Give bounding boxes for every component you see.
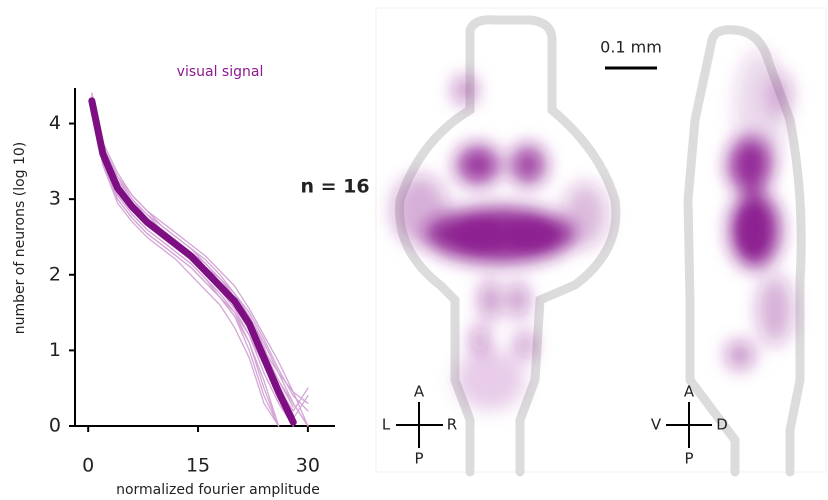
y-tick-label: 2 xyxy=(49,263,61,285)
compass-label: R xyxy=(447,416,457,434)
series-line xyxy=(91,107,280,427)
y-tick-label: 3 xyxy=(49,188,61,210)
y-tick-label: 4 xyxy=(49,112,61,134)
compass-label: P xyxy=(414,450,423,468)
scale-label: 0.1 mm xyxy=(600,38,662,57)
chart-title: visual signal xyxy=(177,64,264,80)
y-tick-label: 1 xyxy=(49,339,61,361)
x-tick-label: 30 xyxy=(296,455,320,477)
series-line xyxy=(88,97,297,426)
y-axis-label: number of neurons (log 10) xyxy=(12,142,28,335)
density-core xyxy=(455,206,766,254)
compass-label: A xyxy=(414,383,425,401)
x-axis-label: normalized fourier amplitude xyxy=(116,482,320,498)
series-line xyxy=(91,103,280,427)
series-line xyxy=(91,96,309,427)
brain-panel: 0.1 mm A P L R A P V D xyxy=(375,7,827,477)
compass-label: A xyxy=(684,383,695,401)
series-line xyxy=(91,92,309,412)
x-tick-label: 15 xyxy=(186,455,210,477)
count-label: n = 16 xyxy=(300,176,369,198)
compass-label: L xyxy=(382,416,391,434)
y-tick-label: 0 xyxy=(49,415,61,437)
compass-label: D xyxy=(716,416,728,434)
compass-label: V xyxy=(651,416,662,434)
compass xyxy=(396,402,712,448)
series-line xyxy=(91,107,280,427)
x-tick-label: 0 xyxy=(82,455,94,477)
compass-label: P xyxy=(684,450,693,468)
series-line xyxy=(91,92,309,404)
